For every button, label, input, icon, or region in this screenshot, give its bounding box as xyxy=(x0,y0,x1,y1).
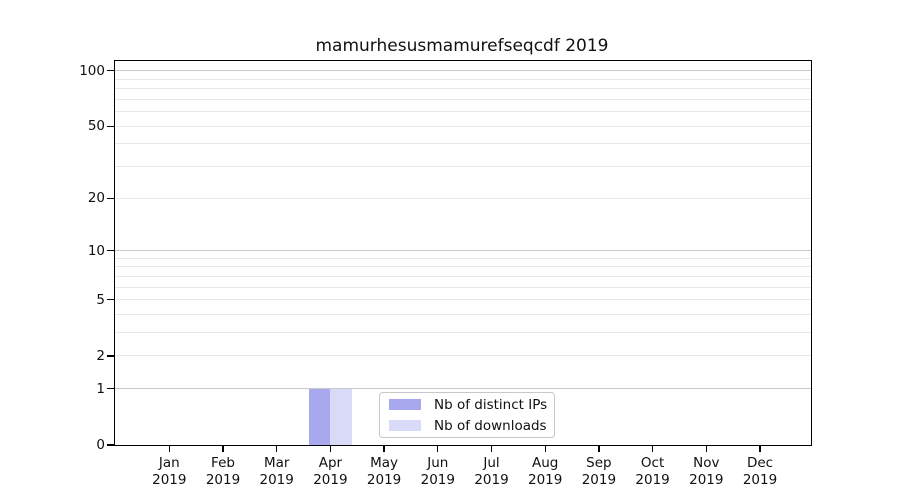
legend-swatch-downloads xyxy=(389,420,421,431)
x-tick-label: Nov 2019 xyxy=(678,455,734,489)
gridline-minor xyxy=(115,275,811,277)
x-tick-mark xyxy=(383,446,385,452)
x-tick-month: Jun xyxy=(427,455,449,471)
x-tick-month: Oct xyxy=(640,455,665,471)
y-tick-label: 100 xyxy=(79,62,105,79)
x-tick-year: 2019 xyxy=(474,472,509,488)
x-tick-month: Nov xyxy=(693,455,720,471)
x-tick-label: May 2019 xyxy=(356,455,412,489)
x-tick-mark xyxy=(705,446,707,452)
x-tick-mark xyxy=(598,446,600,452)
x-tick-year: 2019 xyxy=(366,472,402,488)
gridline-minor xyxy=(115,166,811,168)
x-tick-label: Sep 2019 xyxy=(571,455,627,489)
x-tick-label: Mar 2019 xyxy=(249,455,305,489)
x-tick-mark xyxy=(437,446,439,452)
gridline-submajor xyxy=(115,355,811,357)
x-tick-label: Jan 2019 xyxy=(141,455,197,489)
x-tick-label: Feb 2019 xyxy=(195,455,251,489)
y-tick-mark xyxy=(107,70,115,72)
chart-title: mamurhesusmamurefseqcdf 2019 xyxy=(315,36,609,56)
y-tick-label: 20 xyxy=(87,190,105,207)
y-tick-mark xyxy=(107,444,115,446)
x-tick-mark xyxy=(222,446,224,452)
gridline-submajor xyxy=(115,125,811,127)
gridline-minor xyxy=(115,314,811,315)
y-tick-mark xyxy=(107,197,115,199)
legend-label-downloads: Nb of downloads xyxy=(434,417,547,434)
gridline-submajor xyxy=(115,299,811,301)
bar-distinct-ips xyxy=(308,388,331,445)
y-tick-label: 10 xyxy=(87,242,105,259)
x-tick-year: 2019 xyxy=(313,472,348,488)
x-tick-mark xyxy=(168,446,170,452)
x-tick-month: Dec xyxy=(746,455,774,471)
x-tick-year: 2019 xyxy=(152,472,187,488)
x-tick-label: Dec 2019 xyxy=(732,455,788,489)
gridline-submajor xyxy=(115,197,811,199)
x-tick-label: Apr 2019 xyxy=(302,455,358,489)
gridline-minor xyxy=(115,266,811,268)
legend: Nb of distinct IPs Nb of downloads xyxy=(379,392,555,438)
gridline-minor xyxy=(115,286,811,288)
x-tick-mark xyxy=(544,446,546,452)
x-tick-year: 2019 xyxy=(635,472,670,488)
x-tick-month: May xyxy=(370,455,399,471)
gridline-major xyxy=(115,388,811,390)
x-tick-mark xyxy=(329,446,332,452)
x-tick-label: Aug 2019 xyxy=(517,455,573,489)
y-tick-mark xyxy=(107,299,115,301)
y-tick-label: 2 xyxy=(96,347,105,364)
x-tick-month: Aug xyxy=(532,455,559,471)
x-tick-month: Apr xyxy=(318,455,343,471)
x-tick-month: Jul xyxy=(483,455,500,471)
legend-swatch-distinct-ips xyxy=(389,399,421,410)
x-tick-month: Sep xyxy=(586,455,612,471)
bar-downloads xyxy=(330,388,352,445)
gridline-minor xyxy=(115,257,811,259)
x-tick-mark xyxy=(759,446,761,452)
legend-row: Nb of distinct IPs xyxy=(389,398,554,412)
x-tick-year: 2019 xyxy=(742,472,778,488)
y-tick-mark xyxy=(107,388,115,390)
y-tick-label: 50 xyxy=(87,118,105,135)
plot-area: Nb of distinct IPs Nb of downloads 0 1 2 5 1… xyxy=(79,60,812,488)
x-tick-label: Jul 2019 xyxy=(464,455,520,489)
gridline-minor xyxy=(115,332,811,334)
x-tick-year: 2019 xyxy=(528,472,563,488)
y-tick-mark xyxy=(107,125,115,127)
x-tick-label: Oct 2019 xyxy=(625,455,681,489)
legend-row: Nb of downloads xyxy=(389,419,554,433)
x-tick-mark xyxy=(490,446,493,452)
y-tick-label: 5 xyxy=(96,291,105,308)
x-tick-year: 2019 xyxy=(259,472,294,488)
gridline-minor xyxy=(115,78,811,80)
y-tick-label: 1 xyxy=(96,380,105,397)
y-tick-mark xyxy=(107,355,115,357)
gridline-minor xyxy=(115,111,811,113)
x-tick-year: 2019 xyxy=(581,472,617,488)
x-tick-mark xyxy=(651,446,654,452)
gridline-major xyxy=(115,250,811,252)
gridline-minor xyxy=(115,88,811,90)
y-tick-mark xyxy=(107,249,115,252)
y-tick-label: 0 xyxy=(96,437,105,453)
x-tick-year: 2019 xyxy=(420,472,455,488)
x-tick-year: 2019 xyxy=(689,472,724,488)
legend-label-distinct-ips: Nb of distinct IPs xyxy=(434,396,548,413)
x-tick-month: Mar xyxy=(263,455,290,471)
x-tick-month: Jan xyxy=(158,455,180,471)
x-tick-year: 2019 xyxy=(205,472,241,488)
x-tick-mark xyxy=(276,446,278,452)
gridline-minor xyxy=(115,143,811,145)
gridline-minor xyxy=(115,98,811,100)
x-tick-label: Jun 2019 xyxy=(410,455,466,489)
gridline-major xyxy=(115,70,811,72)
x-tick-month: Feb xyxy=(211,455,235,471)
